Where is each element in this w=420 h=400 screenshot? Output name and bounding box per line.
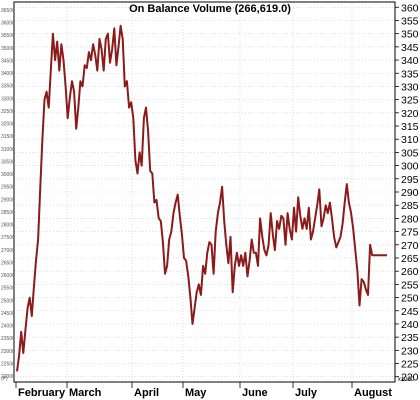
left-tick-label: 24000 bbox=[1, 324, 15, 330]
right-tick-label: 245 bbox=[401, 306, 419, 318]
x-tick-label: April bbox=[134, 387, 159, 399]
left-tick-label: 27000 bbox=[1, 248, 15, 254]
right-tick-label: 250 bbox=[401, 293, 419, 305]
left-tick-label: 23000 bbox=[1, 349, 15, 355]
left-tick-label: 25500 bbox=[1, 286, 15, 292]
right-tick-label: 325 bbox=[401, 95, 419, 107]
right-axis-unit: x1000 bbox=[398, 377, 415, 383]
left-tick-label: 29500 bbox=[1, 185, 15, 191]
left-tick-label: 33000 bbox=[1, 96, 15, 102]
right-tick-label: 340 bbox=[401, 55, 419, 67]
x-tick-label: May bbox=[185, 387, 207, 399]
left-axis: 22000 22500 23000 23500 24000 24500 25000 25500… bbox=[1, 8, 15, 380]
x-tick-label: February bbox=[18, 387, 66, 399]
left-tick-label: 22500 bbox=[1, 361, 15, 367]
grid bbox=[14, 2, 395, 382]
left-tick-label: 32000 bbox=[1, 122, 15, 128]
left-tick-label: 36500 bbox=[1, 8, 15, 14]
right-tick-label: 305 bbox=[401, 147, 419, 159]
right-tick-label: 265 bbox=[401, 253, 419, 265]
left-tick-label: 31000 bbox=[1, 147, 15, 153]
left-tick-label: 30000 bbox=[1, 172, 15, 178]
right-tick-label: 285 bbox=[401, 200, 419, 212]
chart-title: On Balance Volume (266,619.0) bbox=[129, 3, 291, 15]
x-axis: February March April May June July August bbox=[15, 382, 392, 399]
right-tick-label: 330 bbox=[401, 81, 419, 93]
right-tick-label: 300 bbox=[401, 161, 419, 173]
series-group bbox=[16, 24, 387, 372]
left-tick-label: 30500 bbox=[1, 159, 15, 165]
right-tick-label: 315 bbox=[401, 121, 419, 133]
x-tick-label: March bbox=[69, 387, 102, 399]
right-tick-label: 310 bbox=[401, 134, 419, 146]
right-tick-label: 360 bbox=[401, 2, 419, 14]
left-tick-label: 32500 bbox=[1, 109, 15, 115]
left-axis-bottom-mark: (P) bbox=[1, 376, 8, 382]
left-tick-label: 24500 bbox=[1, 311, 15, 317]
right-tick-label: 230 bbox=[401, 345, 419, 357]
left-tick-label: 36000 bbox=[1, 21, 15, 27]
right-tick-label: 335 bbox=[401, 68, 419, 80]
left-tick-label: 26000 bbox=[1, 273, 15, 279]
right-tick-label: 320 bbox=[401, 108, 419, 120]
left-tick-label: 26500 bbox=[1, 260, 15, 266]
left-tick-label: 34000 bbox=[1, 71, 15, 77]
right-tick-label: 280 bbox=[401, 213, 419, 225]
right-tick-label: 235 bbox=[401, 332, 419, 344]
right-tick-label: 240 bbox=[401, 319, 419, 331]
left-tick-label: 35000 bbox=[1, 46, 15, 52]
right-tick-label: 355 bbox=[401, 15, 419, 27]
right-axis: 2202252302352402452502552602652702752802… bbox=[395, 2, 419, 384]
right-tick-label: 350 bbox=[401, 29, 419, 41]
left-tick-label: 25000 bbox=[1, 298, 15, 304]
right-tick-label: 345 bbox=[401, 42, 419, 54]
left-tick-label: 33500 bbox=[1, 84, 15, 90]
right-tick-label: 275 bbox=[401, 227, 419, 239]
left-tick-label: 31500 bbox=[1, 134, 15, 140]
left-tick-label: 29000 bbox=[1, 197, 15, 203]
right-tick-label: 290 bbox=[401, 187, 419, 199]
x-tick-label: July bbox=[295, 387, 318, 399]
x-tick-label: August bbox=[354, 387, 392, 399]
right-tick-label: 260 bbox=[401, 266, 419, 278]
right-tick-label: 295 bbox=[401, 174, 419, 186]
x-tick-label: June bbox=[242, 387, 268, 399]
left-tick-label: 28000 bbox=[1, 223, 15, 229]
right-tick-label: 225 bbox=[401, 359, 419, 371]
left-tick-label: 27500 bbox=[1, 235, 15, 241]
left-tick-label: 22000 bbox=[1, 374, 15, 380]
left-tick-label: 23500 bbox=[1, 336, 15, 342]
right-tick-label: 220 bbox=[401, 372, 419, 384]
left-tick-label: 28500 bbox=[1, 210, 15, 216]
obv-series-line bbox=[16, 24, 387, 372]
right-tick-label: 270 bbox=[401, 240, 419, 252]
right-tick-label: 255 bbox=[401, 279, 419, 291]
left-tick-label: 35500 bbox=[1, 33, 15, 39]
left-tick-label: 34500 bbox=[1, 58, 15, 64]
